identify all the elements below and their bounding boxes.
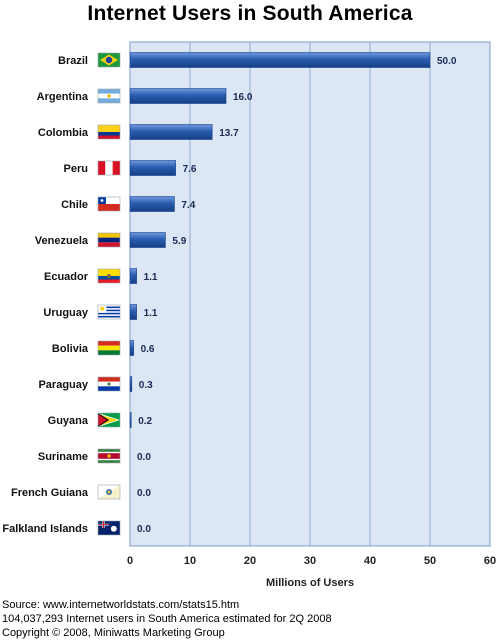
data-label: 0.6 [141, 344, 155, 355]
copyright-note: Copyright © 2008, Miniwatts Marketing Gr… [2, 627, 225, 639]
falkland-islands-flag-icon [97, 520, 121, 536]
venezuela-flag-icon [97, 232, 121, 248]
data-label: 1.1 [144, 272, 158, 283]
data-label: 7.4 [181, 200, 195, 211]
data-label: 1.1 [144, 308, 158, 319]
peru-flag-icon [97, 160, 121, 176]
paraguay-flag-icon [97, 376, 121, 392]
uruguay-flag-icon [97, 304, 121, 320]
category-label: Uruguay [43, 307, 89, 319]
data-label: 50.0 [437, 56, 457, 67]
category-label: Guyana [48, 415, 89, 427]
data-label: 0.0 [137, 488, 151, 499]
bar [129, 340, 134, 356]
category-label: Suriname [38, 451, 88, 463]
category-label: Ecuador [44, 271, 89, 283]
x-tick-label: 30 [304, 555, 316, 567]
x-tick-label: 60 [484, 555, 496, 567]
category-label: Venezuela [35, 235, 89, 247]
bars [129, 52, 431, 428]
estimate-note: 104,037,293 Internet users in South Amer… [2, 613, 332, 625]
category-label: Peru [64, 163, 88, 175]
data-label: 0.0 [137, 524, 151, 535]
argentina-flag-icon [97, 88, 121, 104]
suriname-flag-icon [97, 448, 121, 464]
bolivia-flag-icon [97, 340, 121, 356]
category-label: Bolivia [52, 343, 89, 355]
category-labels: Brazil Argentina Colombia Peru Chile Venezuel… [2, 55, 88, 535]
bar [129, 268, 137, 284]
x-tick-label: 0 [127, 555, 133, 567]
chart-title: Internet Users in South America [87, 2, 413, 25]
category-label: French Guiana [11, 487, 89, 499]
x-tick-label: 50 [424, 555, 436, 567]
x-tick-label: 10 [184, 555, 196, 567]
brazil-flag-icon [97, 52, 121, 68]
footer: Source: www.internetworldstats.com/stats… [2, 598, 332, 640]
category-label: Brazil [58, 55, 88, 67]
source-note: Source: www.internetworldstats.com/stats… [2, 599, 240, 611]
x-tick-labels: 0 10 20 30 40 50 60 [127, 555, 496, 567]
guyana-flag-icon [97, 412, 121, 428]
data-label: 16.0 [233, 92, 253, 103]
bar [129, 304, 137, 320]
category-label: Colombia [38, 127, 89, 139]
french-guiana-flag-icon [97, 484, 121, 500]
bar [129, 52, 431, 68]
data-labels: 50.0 16.0 13.7 7.6 7.4 5.9 1.1 1.1 0.6 0.3 0.2 0.0 0… [137, 56, 457, 535]
data-label: 0.0 [137, 452, 151, 463]
data-label: 5.9 [172, 236, 186, 247]
category-label: Falkland Islands [2, 523, 88, 535]
data-label: 0.3 [139, 380, 153, 391]
bar [129, 376, 133, 392]
data-label: 13.7 [219, 128, 239, 139]
chile-flag-icon [97, 196, 121, 212]
category-label: Chile [61, 199, 88, 211]
data-label: 7.6 [183, 164, 197, 175]
flags [97, 52, 121, 536]
bar [129, 88, 227, 104]
bar [129, 412, 132, 428]
x-tick-label: 20 [244, 555, 256, 567]
category-label: Argentina [37, 91, 89, 103]
bar [129, 160, 176, 176]
bar [129, 232, 166, 248]
bar [129, 124, 213, 140]
colombia-flag-icon [97, 124, 121, 140]
category-label: Paraguay [38, 379, 88, 391]
x-tick-label: 40 [364, 555, 376, 567]
ecuador-flag-icon [97, 268, 121, 284]
x-axis-title: Millions of Users [266, 577, 354, 589]
bar [129, 196, 175, 212]
data-label: 0.2 [138, 416, 152, 427]
